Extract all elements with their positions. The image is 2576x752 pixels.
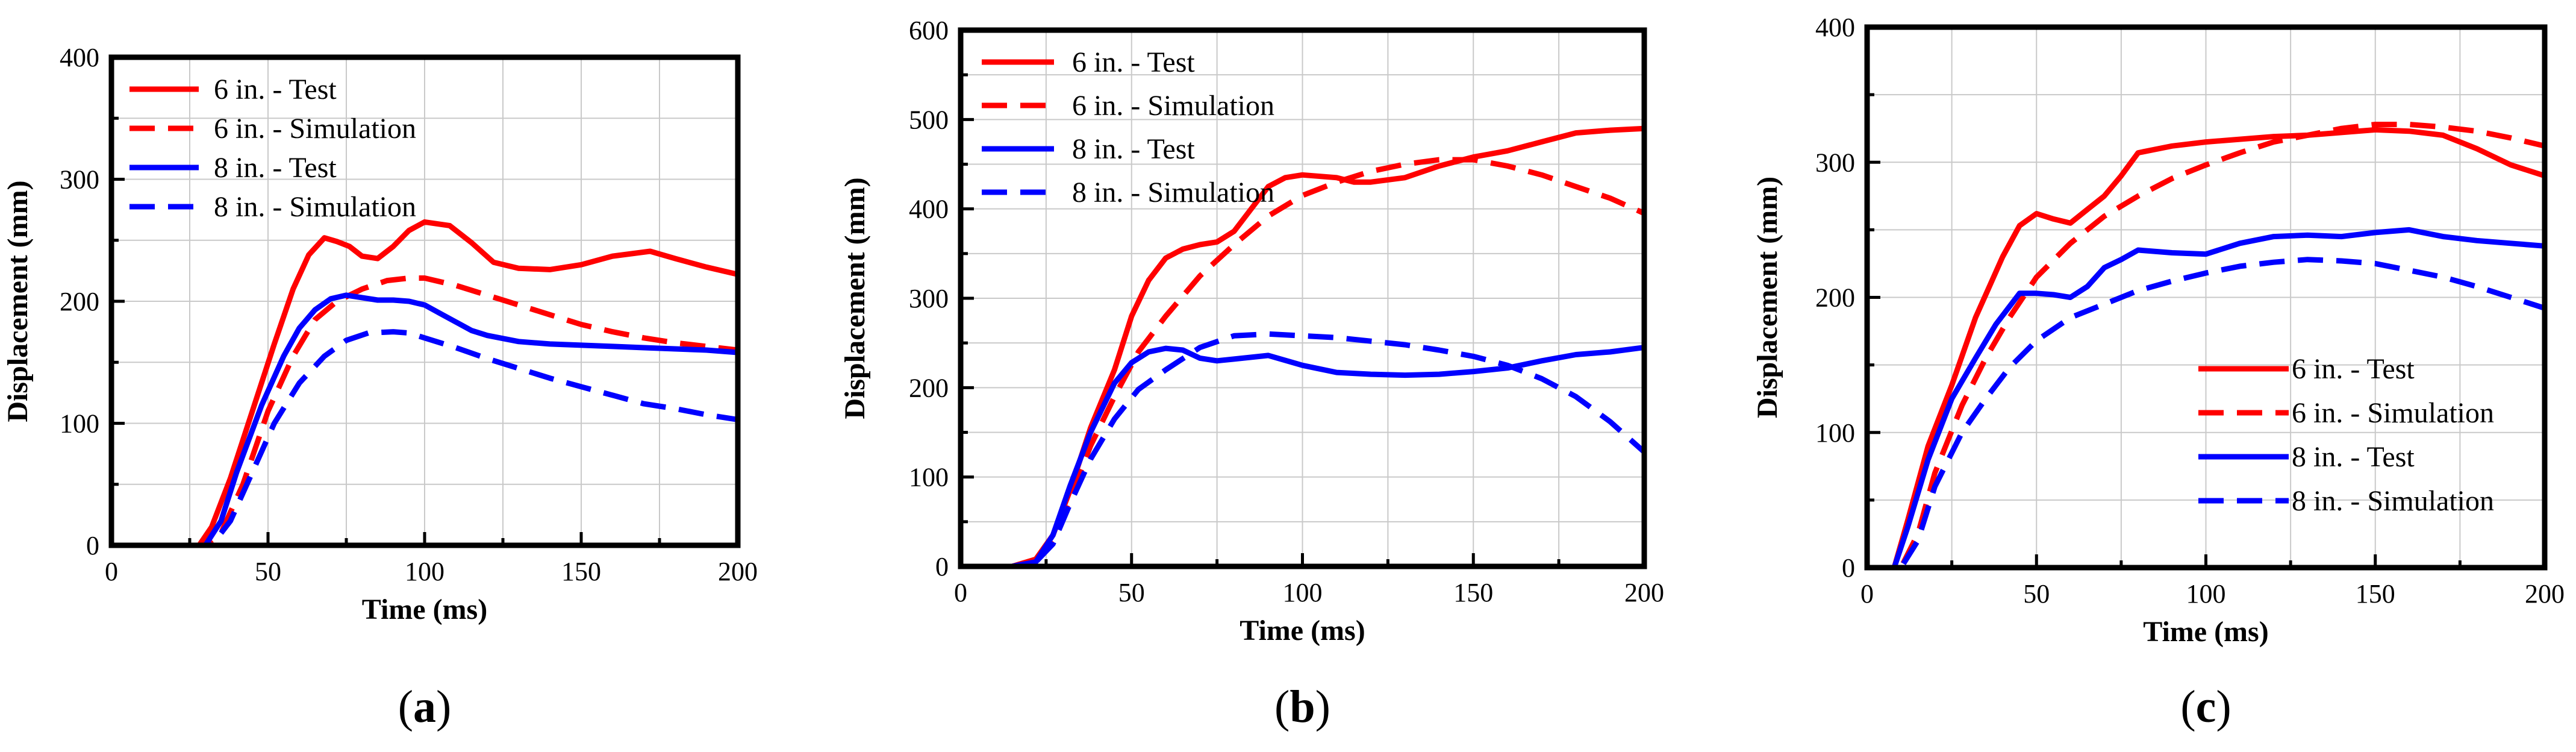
series-line-3 <box>111 292 738 548</box>
x-axis-title: Time (ms) <box>1240 615 1365 647</box>
x-tick-label: 100 <box>405 557 444 586</box>
legend-label-3: 8 in. - Test <box>2292 441 2415 473</box>
y-axis-title: Displacement (mm) <box>1751 177 1783 418</box>
y-axis-title: Displacement (mm) <box>839 177 871 419</box>
y-tick-label: 0 <box>86 531 99 560</box>
panel-caption: (b) <box>1274 682 1330 732</box>
series-line-4 <box>1867 257 2546 571</box>
y-tick-label: 100 <box>1815 418 1855 448</box>
x-tick-label: 150 <box>561 557 601 586</box>
x-axis-title: Time (ms) <box>2143 616 2268 648</box>
y-tick-label: 200 <box>1815 283 1855 313</box>
series-line-4 <box>961 331 1646 569</box>
y-tick-label: 0 <box>1842 553 1855 583</box>
legend: 6 in. - Test 6 in. - Simulation 8 in. - Te… <box>982 46 1274 208</box>
series-line-2 <box>1867 122 2546 571</box>
legend-label-4: 8 in. - Simulation <box>214 191 416 223</box>
y-tick-label: 400 <box>1815 13 1855 42</box>
x-tick-label: 0 <box>954 578 967 607</box>
x-axis-title: Time (ms) <box>362 594 487 625</box>
x-tick-label: 50 <box>255 557 281 586</box>
x-tick-label: 200 <box>718 557 758 586</box>
y-axis-title: Displacement (mm) <box>2 180 34 422</box>
plot-frame <box>1864 24 2548 571</box>
legend-label-2: 6 in. - Simulation <box>214 113 416 145</box>
x-tick-label: 150 <box>1453 578 1493 607</box>
legend-label-1: 6 in. - Test <box>214 74 337 105</box>
series-line-3 <box>961 345 1645 569</box>
x-tick-label: 0 <box>105 557 118 586</box>
series-line-3 <box>1867 227 2545 571</box>
legend-label-1: 6 in. - Test <box>1072 46 1195 78</box>
legend-label-3: 8 in. - Test <box>214 152 337 184</box>
x-tick-label: 50 <box>1118 578 1145 607</box>
series-line-2 <box>111 275 738 548</box>
legend-label-2: 6 in. - Simulation <box>1072 90 1274 122</box>
plot-frame <box>958 27 1647 569</box>
plot-frame <box>108 54 741 548</box>
y-tick-label: 400 <box>60 43 99 72</box>
y-tick-label: 100 <box>909 463 949 492</box>
legend-label-4: 8 in. - Simulation <box>1072 177 1274 208</box>
panel-b: 0 50 100 150 200 0 100 200 300 400 500 600 6 in. - T… <box>839 16 1664 732</box>
legend-label-3: 8 in. - Test <box>1072 133 1195 165</box>
series-line-1 <box>111 219 739 548</box>
legend-label-2: 6 in. - Simulation <box>2292 397 2494 429</box>
legend: 6 in. - Test 6 in. - Simulation 8 in. - Te… <box>2198 353 2494 517</box>
y-tick-label: 100 <box>60 409 99 439</box>
y-tick-label: 300 <box>909 284 949 313</box>
x-tick-label: 50 <box>2023 579 2050 609</box>
y-tick-label: 600 <box>909 16 949 45</box>
y-tick-label: 500 <box>909 105 949 134</box>
x-tick-label: 200 <box>2525 579 2565 609</box>
series-line-1 <box>1867 127 2546 571</box>
x-tick-label: 100 <box>1283 578 1323 607</box>
panel-caption: (c) <box>2180 682 2231 732</box>
legend-label-1: 6 in. - Test <box>2292 353 2415 385</box>
panel-caption: (a) <box>398 682 452 732</box>
y-tick-label: 200 <box>60 287 99 316</box>
y-tick-label: 300 <box>60 165 99 195</box>
x-tick-label: 200 <box>1624 578 1664 607</box>
x-tick-label: 100 <box>2186 579 2226 609</box>
legend: 6 in. - Test 6 in. - Simulation 8 in. - Te… <box>129 74 416 223</box>
y-tick-label: 400 <box>909 195 949 224</box>
y-tick-label: 300 <box>1815 148 1855 177</box>
series-line-4 <box>111 329 738 548</box>
y-tick-label: 200 <box>909 373 949 403</box>
x-tick-label: 0 <box>1860 579 1874 609</box>
y-tick-label: 0 <box>935 552 949 581</box>
legend-label-4: 8 in. - Simulation <box>2292 485 2494 517</box>
x-tick-label: 150 <box>2356 579 2395 609</box>
